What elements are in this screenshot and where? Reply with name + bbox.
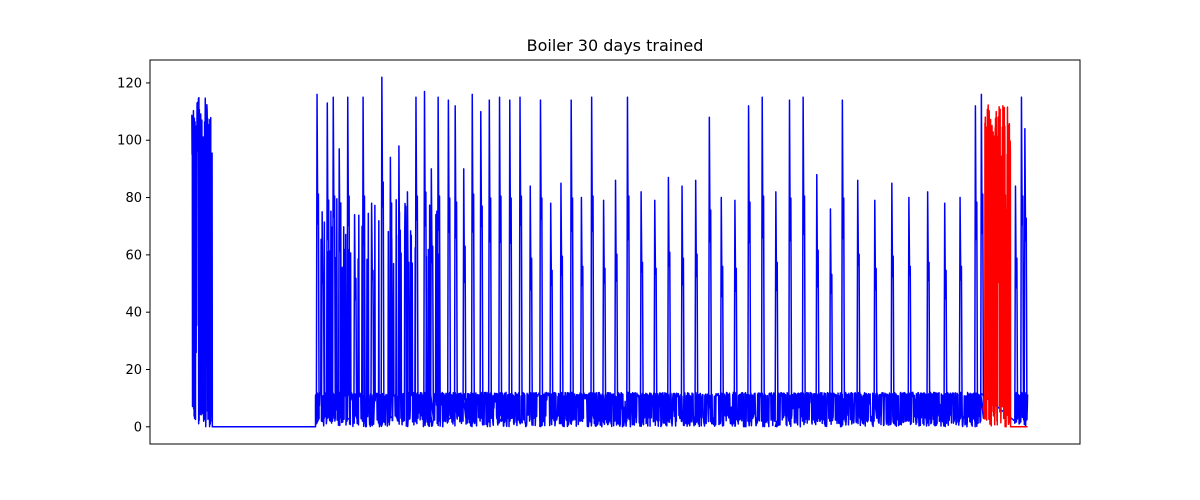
y-tick-label: 40: [125, 306, 142, 321]
y-tick-label: 60: [125, 248, 142, 263]
series-line-red: [982, 104, 1028, 428]
series-layer: [191, 76, 1029, 428]
chart-title: Boiler 30 days trained: [527, 36, 704, 55]
y-tick-label: 20: [125, 363, 142, 378]
y-tick-label: 120: [117, 76, 142, 91]
y-tick-label: 100: [117, 134, 142, 149]
y-tick-label: 0: [134, 420, 142, 435]
axes-frame: [149, 59, 1081, 445]
series-line-blue: [191, 76, 1029, 428]
y-tick-label: 80: [125, 191, 142, 206]
y-axis: 0 20 40 60 80 100 120: [117, 76, 150, 435]
plot-area: [149, 59, 1081, 445]
